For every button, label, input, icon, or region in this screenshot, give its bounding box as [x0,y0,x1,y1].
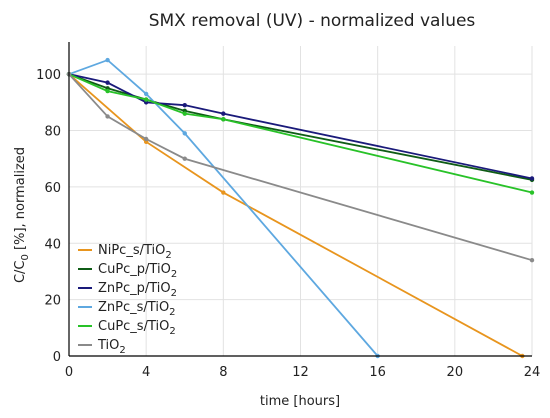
y-tick-label: 60 [44,181,61,196]
data-point [182,102,187,108]
data-point [529,176,535,181]
x-tick-label: 4 [142,365,150,380]
y-tick-label: 40 [44,237,61,252]
grid [68,46,533,357]
series-line [68,73,533,181]
series-lines [66,57,535,359]
data-point [143,136,149,142]
data-point [221,111,226,116]
x-axis-label: time [hours] [260,394,340,409]
data-point [529,190,535,195]
series-line [68,73,533,194]
data-point [221,117,226,122]
x-tick-label: 0 [65,365,73,380]
series-line [68,73,533,180]
series-line [68,73,523,357]
x-tick-label: 8 [219,365,227,380]
legend-entry: ZnPc_s/TiO2 [98,300,176,318]
x-tick-label: 24 [524,365,541,380]
chart-title: SMX removal (UV) - normalized values [149,11,476,31]
y-tick-label: 20 [44,294,61,309]
y-tick-label: 0 [53,350,61,365]
y-tick-label: 100 [36,68,61,83]
data-point [143,91,149,97]
y-tick-label: 80 [44,125,61,140]
x-tick-label: 12 [292,365,309,380]
data-point [105,57,110,63]
data-point [182,111,187,116]
data-point [221,190,226,195]
axes [68,42,532,357]
legend: NiPc_s/TiO2CuPc_p/TiO2ZnPc_p/TiO2ZnPc_s/… [78,243,177,356]
data-point [105,88,110,94]
data-point [143,97,149,102]
legend-entry: NiPc_s/TiO2 [98,243,172,261]
x-tick-label: 16 [369,365,386,380]
data-point [529,257,535,263]
data-point [105,80,110,85]
y-axis-label: C/C0 [%], normalized [13,147,31,283]
tick-labels: 0 4 8 12 16 20 24 0 20 40 60 80 100 [36,68,540,380]
legend-entry: CuPc_s/TiO2 [98,319,176,337]
data-point [182,131,187,136]
data-point [182,156,187,161]
x-tick-label: 20 [447,365,464,380]
legend-entry: ZnPc_p/TiO2 [98,281,177,299]
legend-entry: TiO2 [97,338,126,356]
legend-entry: CuPc_p/TiO2 [98,262,177,280]
data-point [105,114,110,119]
